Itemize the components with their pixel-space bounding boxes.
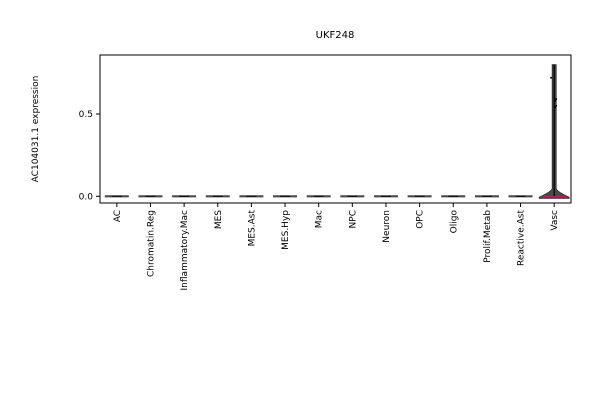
x-tick-label: Reactive.Ast <box>517 210 527 266</box>
outlier-point <box>550 76 553 79</box>
y-tick-label: 0.0 <box>79 192 94 202</box>
outlier-point <box>555 98 558 101</box>
outlier-point <box>554 106 557 109</box>
x-tick-label: Neuron <box>382 210 392 243</box>
x-tick-label: Prolif.Metab <box>483 210 493 263</box>
y-tick-label: 0.5 <box>79 110 93 120</box>
x-tick-label: MES.Hyp <box>281 210 291 250</box>
x-tick-label: Vasc <box>550 210 560 231</box>
chart-title: UKF248 <box>316 30 355 41</box>
x-tick-label: OPC <box>416 210 426 229</box>
x-tick-label: Oligo <box>449 210 459 234</box>
plot-frame <box>99 54 572 204</box>
x-tick-label: Mac <box>315 210 325 228</box>
outlier-point <box>555 104 558 107</box>
x-tick-label: Chromatin.Reg <box>146 210 156 277</box>
y-axis-label: AC104031.1 expression <box>31 76 41 183</box>
y-axis: 0.0 0.5 <box>79 110 100 202</box>
x-axis: AC Chromatin.Reg Inflammatory.Mac MES MES.As… <box>113 203 560 290</box>
x-tick-label: MES.Ast <box>247 210 257 247</box>
x-tick-label: AC <box>113 210 123 222</box>
x-tick-label: Inflammatory.Mac <box>180 210 190 291</box>
x-tick-label: NPC <box>348 210 358 228</box>
violins <box>104 64 570 199</box>
x-tick-label: MES <box>214 210 224 229</box>
outlier-point <box>554 99 557 102</box>
